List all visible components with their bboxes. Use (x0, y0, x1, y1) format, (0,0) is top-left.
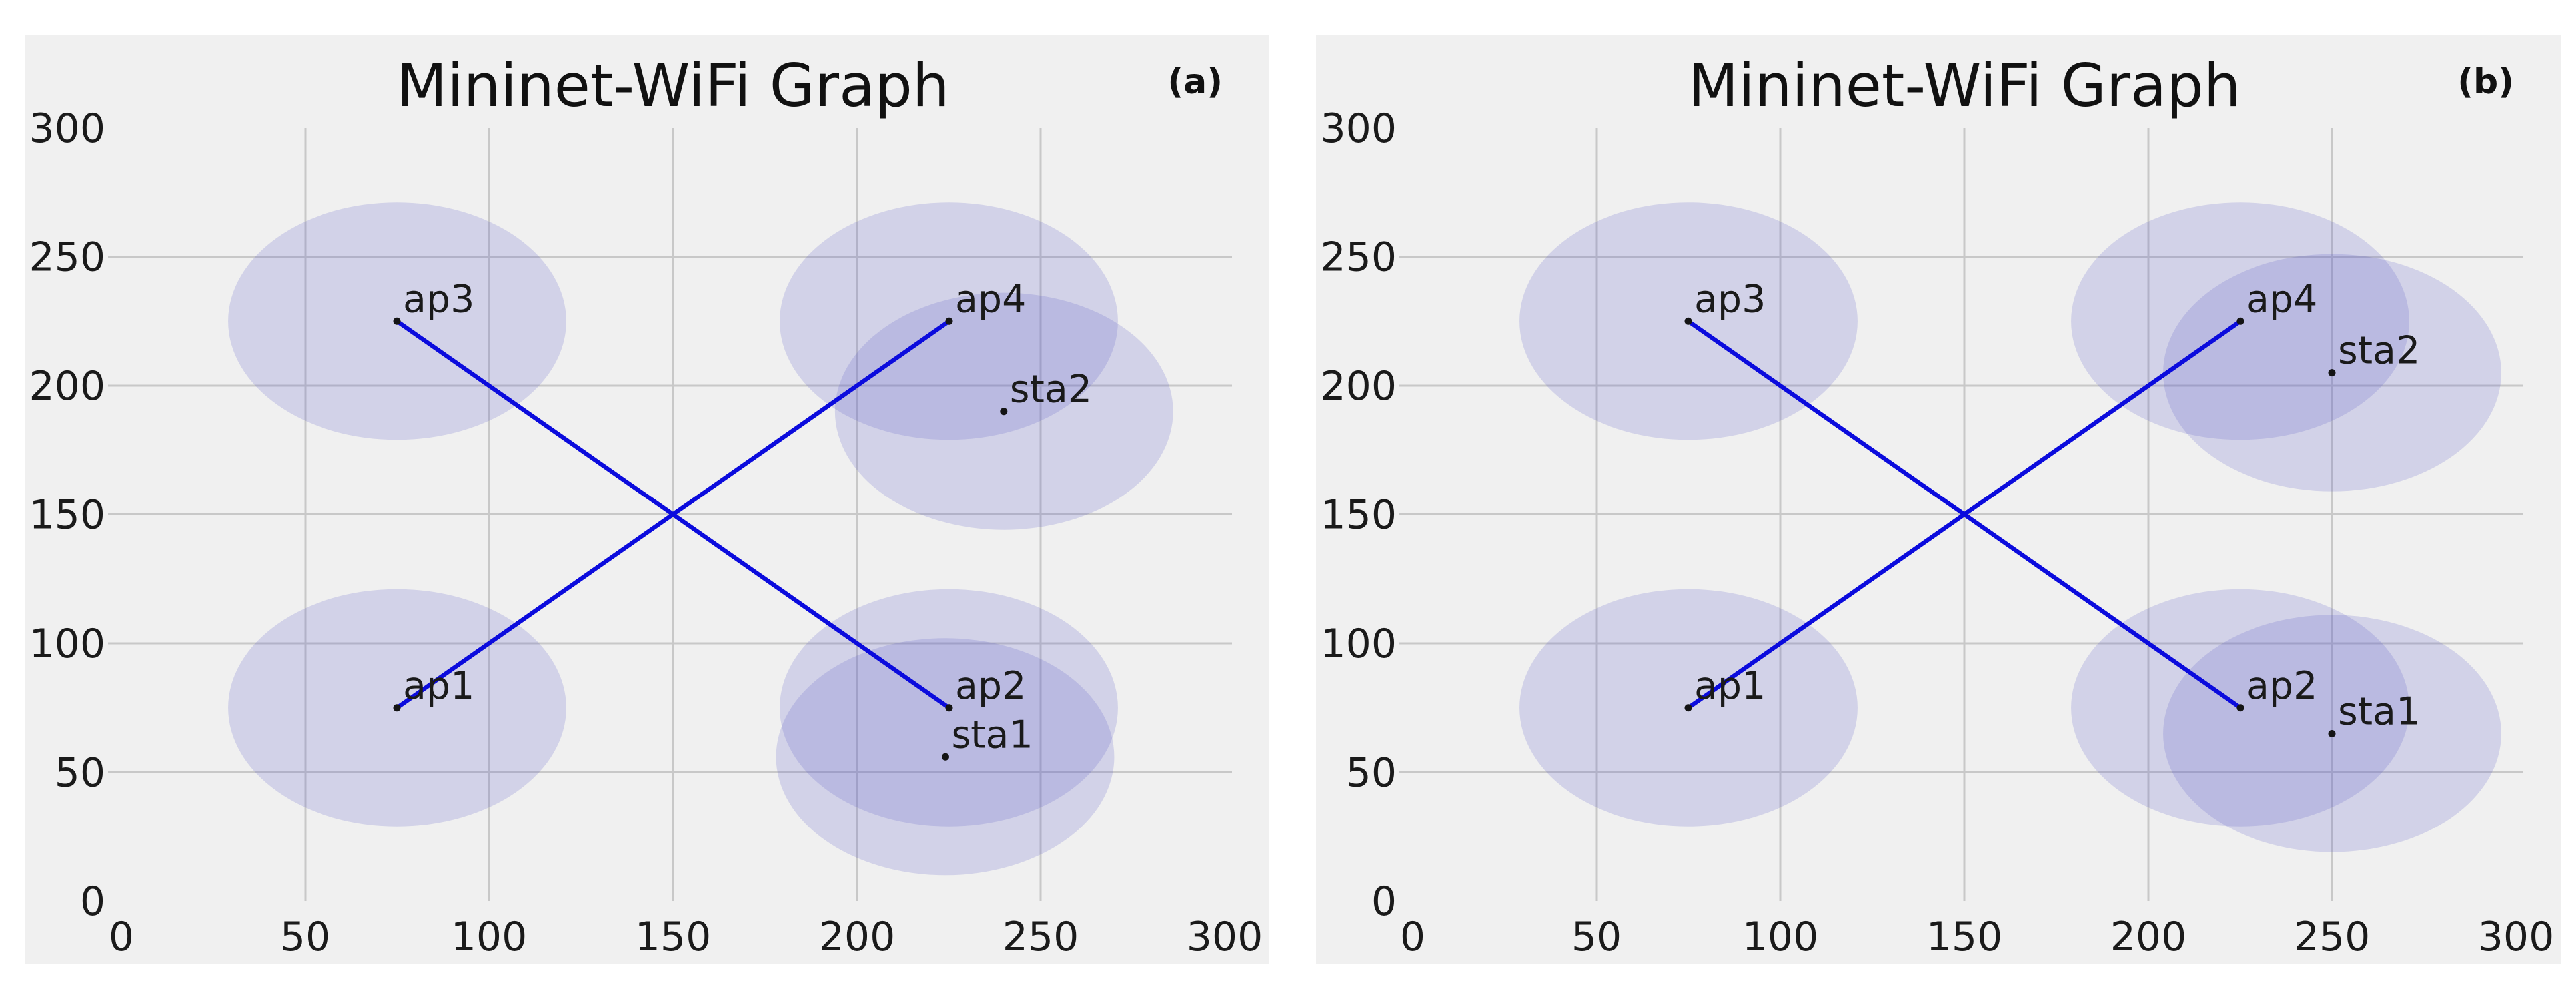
sta2-node-label: sta2 (2338, 329, 2420, 373)
sta2-node-dot (1000, 408, 1008, 416)
x-tick-label: 100 (451, 914, 528, 960)
sta2-node-dot (2328, 369, 2336, 377)
sta1-node-dot (941, 753, 949, 761)
x-tick-label: 50 (1571, 914, 1622, 960)
x-tick-label: 150 (635, 914, 712, 960)
ap3-node-dot (1684, 317, 1692, 325)
sta1-node-label: sta1 (2338, 689, 2420, 733)
ap4-node-dot (945, 317, 953, 325)
plot-area-a: ap1 ap2 ap3 ap4 sta1 sta2 0 50 100 150 200 250 300 0 5… (29, 105, 1263, 960)
ap3-node-label: ap3 (1694, 277, 1766, 321)
plot-title: Mininet-WiFi Graph (396, 51, 950, 120)
ap2-node-dot (2236, 704, 2244, 712)
x-tick-label: 200 (2110, 914, 2187, 960)
y-tick-label: 50 (1346, 750, 1397, 797)
x-tick-label: 100 (1742, 914, 1819, 960)
x-tick-label: 300 (1187, 914, 1263, 960)
ap1-node-label: ap1 (403, 664, 474, 708)
ap4-node-dot (2236, 317, 2244, 325)
x-tick-label: 0 (109, 914, 134, 960)
y-tick-label: 300 (29, 105, 105, 152)
panel-a: Mininet-WiFi Graph (a) ap1 ap2 ap3 ap4 sta1 s… (25, 35, 1269, 964)
ap2-node-label: ap2 (955, 664, 1026, 708)
ap4-node-label: ap4 (2246, 277, 2317, 321)
ap3-node-label: ap3 (403, 277, 474, 321)
x-tick-label: 200 (819, 914, 896, 960)
y-tick-label: 250 (29, 234, 105, 281)
y-tick-label: 300 (1320, 105, 1397, 152)
x-tick-label: 250 (1003, 914, 1079, 960)
panel-label-a: (a) (1167, 62, 1223, 102)
y-tick-label: 250 (1320, 234, 1397, 281)
y-tick-label: 200 (29, 363, 105, 410)
x-tick-label: 250 (2294, 914, 2371, 960)
x-tick-label: 300 (2478, 914, 2555, 960)
y-tick-label: 100 (29, 621, 105, 667)
ap2-node-label: ap2 (2246, 664, 2317, 708)
ap4-node-label: ap4 (955, 277, 1026, 321)
sta1-node-label: sta1 (951, 713, 1033, 757)
ap1-node-dot (393, 704, 401, 712)
ap1-node-label: ap1 (1694, 664, 1766, 708)
y-tick-label: 100 (1320, 621, 1397, 667)
plot-area-b: ap1 ap2 ap3 ap4 sta1 sta2 0 50 100 150 200 250 300 0 5… (1320, 105, 2555, 960)
plot-title: Mininet-WiFi Graph (1688, 51, 2241, 120)
ap2-node-dot (945, 704, 953, 712)
ap3-node-dot (393, 317, 401, 325)
x-tick-label: 0 (1400, 914, 1425, 960)
panel-label-b: (b) (2457, 62, 2514, 102)
panel-b: Mininet-WiFi Graph (b) ap1 ap2 ap3 ap4 sta1 s… (1316, 35, 2561, 964)
y-tick-label: 150 (1320, 492, 1397, 539)
y-tick-label: 0 (1371, 878, 1397, 925)
link-ap1-ap4 (1686, 319, 2243, 710)
y-tick-label: 0 (80, 878, 105, 925)
sta1-node-dot (2328, 729, 2336, 737)
sta2-node-label: sta2 (1010, 368, 1092, 412)
y-tick-label: 150 (29, 492, 105, 539)
x-tick-label: 50 (280, 914, 330, 960)
ap1-node-dot (1684, 704, 1692, 712)
link-ap1-ap4 (394, 319, 952, 710)
y-tick-label: 50 (55, 750, 105, 797)
y-tick-label: 200 (1320, 363, 1397, 410)
x-tick-label: 150 (1926, 914, 2003, 960)
